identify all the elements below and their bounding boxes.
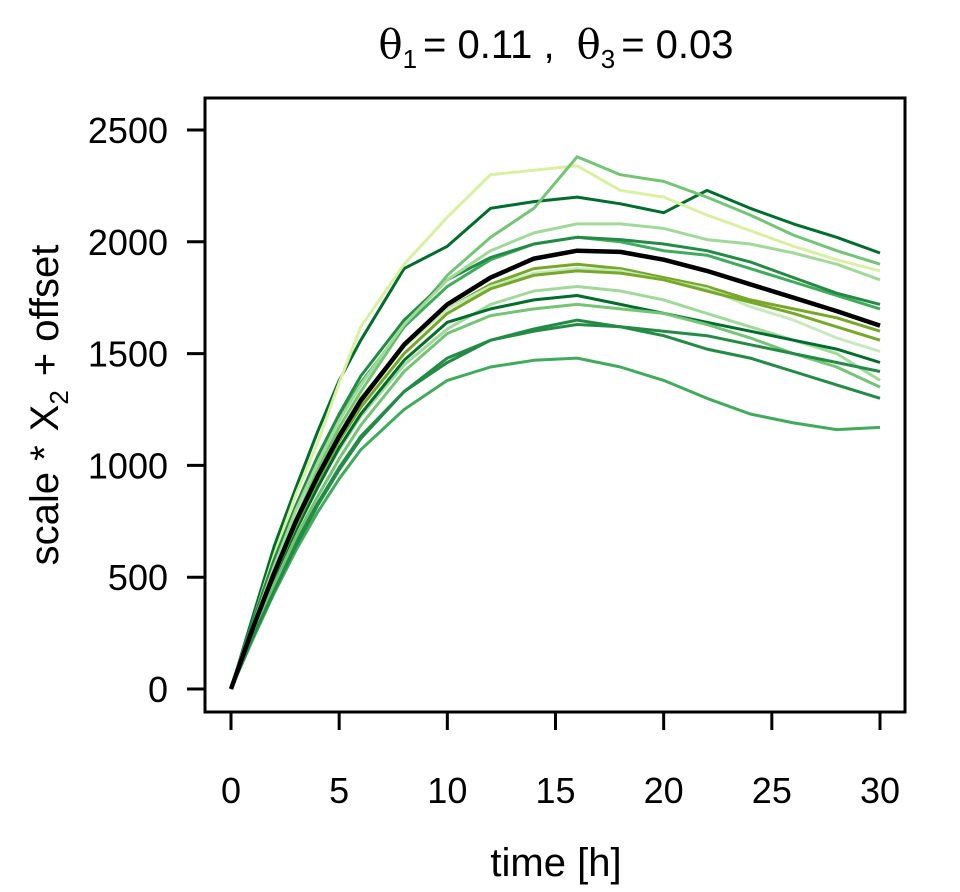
series-line-12: [229, 235, 881, 690]
y-label-suffix: + offset: [23, 245, 67, 377]
series-line-2: [229, 164, 881, 690]
series-line-11: [229, 302, 881, 690]
x-axis: 0 5 10 15 20 25 30: [221, 712, 900, 811]
series-line-14: [229, 323, 881, 690]
title-theta1-value: = 0.11 ,: [423, 23, 555, 67]
title-theta1-sub: 1: [403, 44, 417, 74]
y-label-prefix: scale *: [23, 445, 67, 565]
series-line-4: [229, 356, 881, 690]
series-line-13: [229, 222, 881, 690]
y-axis-label: scale * X2 + offset: [23, 245, 74, 566]
y-axis: 0 500 1000 1500 2000 2500: [88, 110, 205, 710]
title-theta3: θ: [577, 22, 601, 68]
x-tick-label: 0: [221, 770, 241, 811]
x-tick-label: 20: [644, 770, 684, 811]
mean-curve: [228, 248, 881, 690]
y-tick-label: 0: [148, 669, 168, 710]
series-line-8: [229, 294, 881, 690]
y-tick-label: 1000: [88, 445, 168, 486]
x-tick-label: 10: [427, 770, 467, 811]
series-line-3: [229, 155, 881, 690]
y-tick-label: 1500: [88, 334, 168, 375]
plot-frame: [203, 96, 907, 714]
x-tick-label: 30: [860, 770, 900, 811]
chart-title: θ1 = 0.11 , θ3 = 0.03: [378, 22, 733, 74]
series-line-1: [229, 188, 881, 690]
title-theta1: θ: [378, 22, 402, 68]
y-tick-label: 500: [108, 557, 168, 598]
y-label-sub: 2: [44, 390, 74, 404]
x-tick-label: 15: [535, 770, 575, 811]
y-label-var: X: [23, 405, 67, 432]
x-tick-label: 25: [752, 770, 792, 811]
title-theta3-sub: 3: [601, 44, 615, 74]
x-tick-label: 5: [329, 770, 349, 811]
y-tick-label: 2500: [88, 110, 168, 151]
y-tick-label: 2000: [88, 222, 168, 263]
series-line-5: [229, 318, 881, 690]
title-theta3-value: = 0.03: [621, 23, 733, 67]
series-layer: [228, 155, 881, 690]
x-axis-label: time [h]: [490, 841, 621, 885]
